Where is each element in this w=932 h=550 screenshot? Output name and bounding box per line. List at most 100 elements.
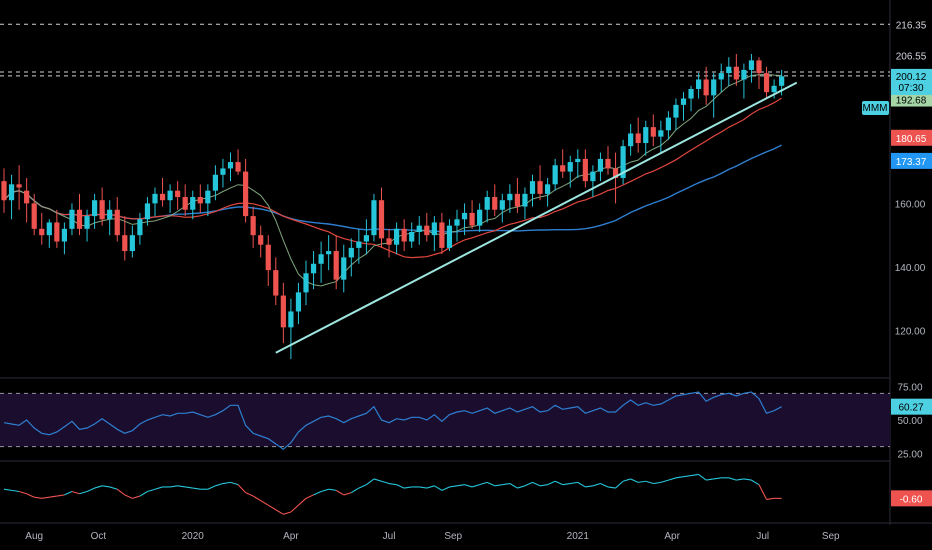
candle-body (69, 209, 75, 229)
candle-body (612, 168, 619, 178)
oscillator-segment (509, 483, 518, 489)
oscillator-segment (494, 484, 503, 487)
oscillator-segment (109, 486, 118, 490)
candle-body (227, 162, 234, 169)
oscillator-segment (185, 486, 193, 489)
candle-body (8, 184, 15, 201)
candle-body (235, 162, 241, 172)
candle-body (288, 311, 294, 328)
candle-body (484, 197, 490, 210)
oscillator-segment (728, 477, 737, 481)
oscillator-segment (245, 492, 254, 497)
oscillator-segment (366, 478, 375, 486)
candle-body (159, 193, 166, 201)
candle-body (318, 254, 324, 264)
candle-body (54, 222, 60, 242)
candle-body (273, 270, 279, 296)
symbol-tag-label: MMM (863, 103, 888, 114)
oscillator-segment (706, 478, 714, 481)
oscillator-segment (79, 490, 88, 495)
candle-body (107, 209, 113, 220)
ma-fast-line (3, 73, 782, 287)
candle-body (590, 171, 596, 182)
oscillator-segment (645, 480, 654, 485)
oscillator-segment (426, 485, 435, 489)
oscillator-segment (547, 480, 556, 486)
oscillator-segment (222, 481, 231, 485)
trendline[interactable] (275, 81, 798, 354)
candle-body (537, 181, 543, 194)
candle-body (469, 212, 475, 226)
oscillator-segment (622, 478, 631, 482)
oscillator-segment (607, 486, 616, 489)
oscillator-segment (638, 480, 646, 483)
rsi-axis-tick: 50.00 (897, 416, 922, 427)
candle-body (499, 200, 505, 210)
candle-body (454, 219, 460, 226)
candle-body (356, 241, 362, 248)
candle-body (175, 190, 181, 198)
oscillator-segment (615, 480, 624, 489)
oscillator-segment (736, 478, 744, 481)
oscillator-segment (502, 482, 510, 486)
oscillator-segment (215, 482, 224, 487)
symbol-tag (862, 101, 889, 115)
oscillator-segment (600, 483, 609, 488)
price-level-badge-label: 192.68 (896, 96, 927, 107)
oscillator-segment (471, 484, 480, 488)
oscillator-segment (660, 479, 669, 483)
candle-body (718, 73, 724, 80)
candle-body (545, 184, 551, 194)
oscillator-segment (305, 494, 314, 499)
candle-body (688, 88, 694, 99)
oscillator-segment (758, 484, 768, 500)
price-axis[interactable]: 120.00 140.00 160.00 (895, 199, 926, 337)
price-level-badge (891, 48, 932, 63)
oscillator-segment (524, 481, 533, 487)
candle-body (763, 73, 770, 93)
oscillator-segment (298, 497, 307, 506)
countdown-label: 07:30 (898, 83, 923, 94)
candle-body (220, 168, 226, 175)
time-axis-label: Aug (25, 531, 43, 542)
price-axis-tick: 160.00 (895, 199, 926, 210)
candle-body (696, 79, 702, 89)
candle-body (326, 251, 332, 255)
time-axis-label: Oct (91, 531, 107, 542)
price-axis-tick: 140.00 (895, 263, 926, 274)
candle-body (24, 190, 30, 204)
candle-body (371, 200, 377, 236)
oscillator-segment (267, 504, 277, 511)
candle-body (409, 231, 415, 242)
candle-body (76, 209, 83, 229)
time-axis-label: Jul (756, 531, 769, 542)
time-axis-label: Apr (664, 531, 680, 542)
candle-body (650, 127, 656, 137)
candle-body (726, 66, 732, 74)
candle-body (46, 222, 52, 236)
oscillator-segment (320, 488, 329, 493)
candle-body (529, 181, 536, 194)
candle-body (84, 216, 90, 229)
candle-body (605, 158, 611, 169)
oscillator-segment (683, 474, 692, 478)
candle-body (1, 181, 7, 201)
oscillator-segment (170, 485, 178, 488)
oscillator-segment (388, 482, 397, 486)
ma-badge-label: 173.37 (896, 157, 927, 168)
candle-body (416, 225, 422, 232)
oscillator-segment (41, 496, 50, 499)
oscillator-segment (56, 494, 65, 497)
price-badges: 216.35206.55201.35192.68200.1207:30180.6… (891, 17, 932, 169)
candle-body (431, 222, 437, 236)
oscillator-segment (154, 486, 163, 490)
candle-body (31, 203, 37, 229)
oscillator-segment (252, 495, 261, 502)
candle-body (348, 247, 354, 258)
oscillator-segment (147, 488, 156, 493)
time-axis[interactable]: Aug Oct 2020 Apr Jul Sep 2021 Apr Jul Sep (25, 531, 840, 542)
oscillator-segment (441, 486, 450, 491)
candle-body (137, 219, 143, 236)
